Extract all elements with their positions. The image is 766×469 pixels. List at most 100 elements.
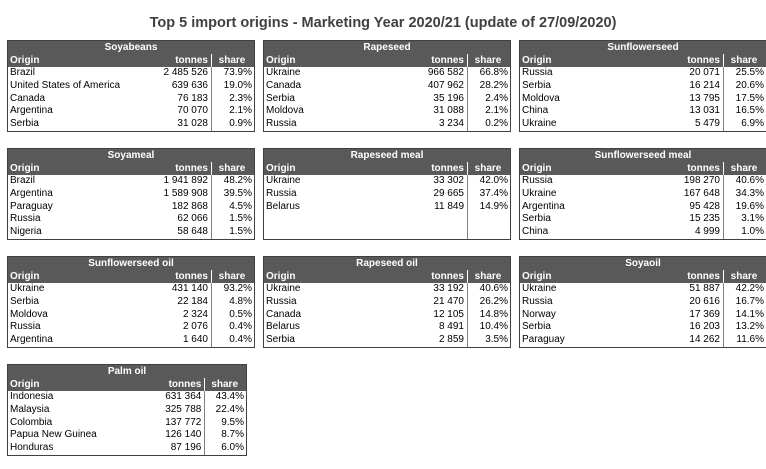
table-row: Serbia 16 214 20.6% (520, 79, 766, 93)
cell-tonnes: 1 941 892 (140, 175, 212, 188)
cell-origin: Serbia (266, 92, 295, 104)
table-row: Russia 198 270 40.6% (520, 175, 766, 188)
cell-share: 3.5% (485, 334, 508, 346)
table-soyabeans: Soyabeans Origin tonnes share Brazil 2 485 52… (7, 40, 255, 132)
table-row: Russia 62 066 1.5% (8, 213, 254, 227)
cell-share: 0.2% (485, 118, 508, 130)
table-row: Paraguay 182 868 4.5% (8, 200, 254, 214)
table-row: Serbia 15 235 3.1% (520, 213, 766, 227)
table-row (264, 213, 510, 227)
column-header-tonnes: tonnes (140, 54, 212, 67)
cell-origin (264, 213, 396, 226)
cell-share: 43.4% (215, 391, 244, 402)
cell-tonnes: 17 369 (652, 308, 724, 322)
cell-share: 40.6% (479, 283, 508, 294)
table-title: Soyabeans (8, 41, 254, 54)
table-title: Rapeseed oil (264, 257, 510, 270)
cell-tonnes: 33 302 (396, 175, 468, 188)
cell-origin: Ukraine (266, 175, 301, 186)
table-palm-oil: Palm oil Origin tonnes share Indonesia 631 36… (7, 364, 247, 456)
table-row: Honduras 87 196 6.0% (8, 442, 246, 455)
column-header-share: share (218, 55, 246, 66)
cell-origin: Nigeria (10, 226, 42, 238)
cell-share: 19.0% (223, 79, 252, 91)
cell-origin: Ukraine (522, 283, 557, 294)
cell-origin: Belarus (266, 321, 300, 333)
cell-tonnes: 12 105 (396, 308, 468, 322)
cell-share: 37.4% (479, 187, 508, 199)
table-row: Argentina 1 640 0.4% (8, 334, 254, 347)
cell-tonnes: 29 665 (396, 187, 468, 201)
table-row: Malaysia 325 788 22.4% (8, 403, 246, 417)
cell-tonnes: 3 234 (396, 118, 468, 131)
table-row: Moldova 13 795 17.5% (520, 92, 766, 106)
table-row: Russia 20 616 16.7% (520, 295, 766, 309)
cell-tonnes: 51 887 (652, 283, 724, 296)
cell-origin: Brazil (10, 175, 36, 186)
cell-share: 2.3% (229, 92, 252, 104)
column-header-share: share (474, 271, 502, 282)
column-header-share: share (730, 55, 758, 66)
column-header-share: share (218, 163, 246, 174)
cell-share: 17.5% (735, 92, 764, 104)
table-row: Canada 12 105 14.8% (264, 308, 510, 322)
cell-tonnes: 167 648 (652, 187, 724, 201)
cell-tonnes: 95 428 (652, 200, 724, 214)
column-header-tonnes: tonnes (396, 54, 468, 67)
column-header-origin: Origin (10, 55, 40, 66)
table-rapeseed: Rapeseed Origin tonnes share Ukraine 966 582 6… (263, 40, 511, 132)
cell-origin: Serbia (266, 334, 295, 346)
cell-share: 34.3% (735, 187, 764, 199)
cell-share: 2.1% (229, 105, 252, 117)
table-rapeseed-meal: Rapeseed meal Origin tonnes share Ukraine 33 … (263, 148, 511, 240)
table-sunflowerseed: Sunflowerseed Origin tonnes share Russia 20 0… (519, 40, 766, 132)
column-header-origin: Origin (10, 379, 40, 390)
column-header-tonnes: tonnes (652, 270, 724, 283)
cell-tonnes: 4 999 (652, 226, 724, 239)
table-row: Indonesia 631 364 43.4% (8, 391, 246, 404)
cell-tonnes: 8 491 (396, 321, 468, 335)
cell-share: 19.6% (735, 200, 764, 212)
cell-origin: Russia (522, 295, 553, 307)
table-title: Sunflowerseed (520, 41, 766, 54)
cell-tonnes: 11 849 (396, 200, 468, 214)
cell-share: 6.0% (221, 442, 244, 454)
cell-origin: Honduras (10, 442, 54, 454)
column-header-origin: Origin (266, 271, 296, 282)
table-row: Ukraine 431 140 93.2% (8, 283, 254, 296)
cell-share: 16.5% (735, 105, 764, 117)
table-row: Ukraine 51 887 42.2% (520, 283, 766, 296)
column-header-row: Origin tonnes share (8, 54, 254, 67)
cell-tonnes: 20 616 (652, 295, 724, 309)
cell-share: 11.6% (736, 334, 764, 346)
table-row: Russia 21 470 26.2% (264, 295, 510, 309)
page-title: Top 5 import origins - Marketing Year 20… (149, 15, 617, 31)
table-title: Sunflowerseed oil (8, 257, 254, 270)
cell-origin: Brazil (10, 67, 36, 78)
cell-share: 4.8% (229, 295, 252, 307)
cell-tonnes: 137 772 (136, 416, 206, 430)
table-row: Ukraine 966 582 66.8% (264, 67, 510, 80)
cell-tonnes: 35 196 (396, 92, 468, 106)
cell-share: 6.9% (741, 118, 764, 130)
table-row: Serbia 2 859 3.5% (264, 334, 510, 347)
cell-origin: Canada (10, 92, 46, 104)
cell-origin: Russia (266, 187, 297, 199)
cell-tonnes: 62 066 (140, 213, 212, 227)
cell-origin: Russia (10, 321, 41, 333)
table-row: Norway 17 369 14.1% (520, 308, 766, 322)
cell-tonnes: 21 470 (396, 295, 468, 309)
column-header-origin: Origin (10, 271, 40, 282)
column-header-share: share (730, 163, 758, 174)
cell-share: 10.4% (479, 321, 508, 333)
table-row: Argentina 1 589 908 39.5% (8, 187, 254, 201)
cell-tonnes: 13 795 (652, 92, 724, 106)
cell-origin: Moldova (522, 92, 560, 104)
cell-tonnes: 70 070 (140, 105, 212, 119)
cell-share: 16.7% (735, 295, 764, 307)
cell-share: 48.2% (223, 175, 252, 186)
column-header-row: Origin tonnes share (520, 162, 766, 175)
cell-tonnes: 2 485 526 (140, 67, 212, 80)
cell-tonnes: 407 962 (396, 79, 468, 93)
cell-share: 73.9% (223, 67, 252, 78)
